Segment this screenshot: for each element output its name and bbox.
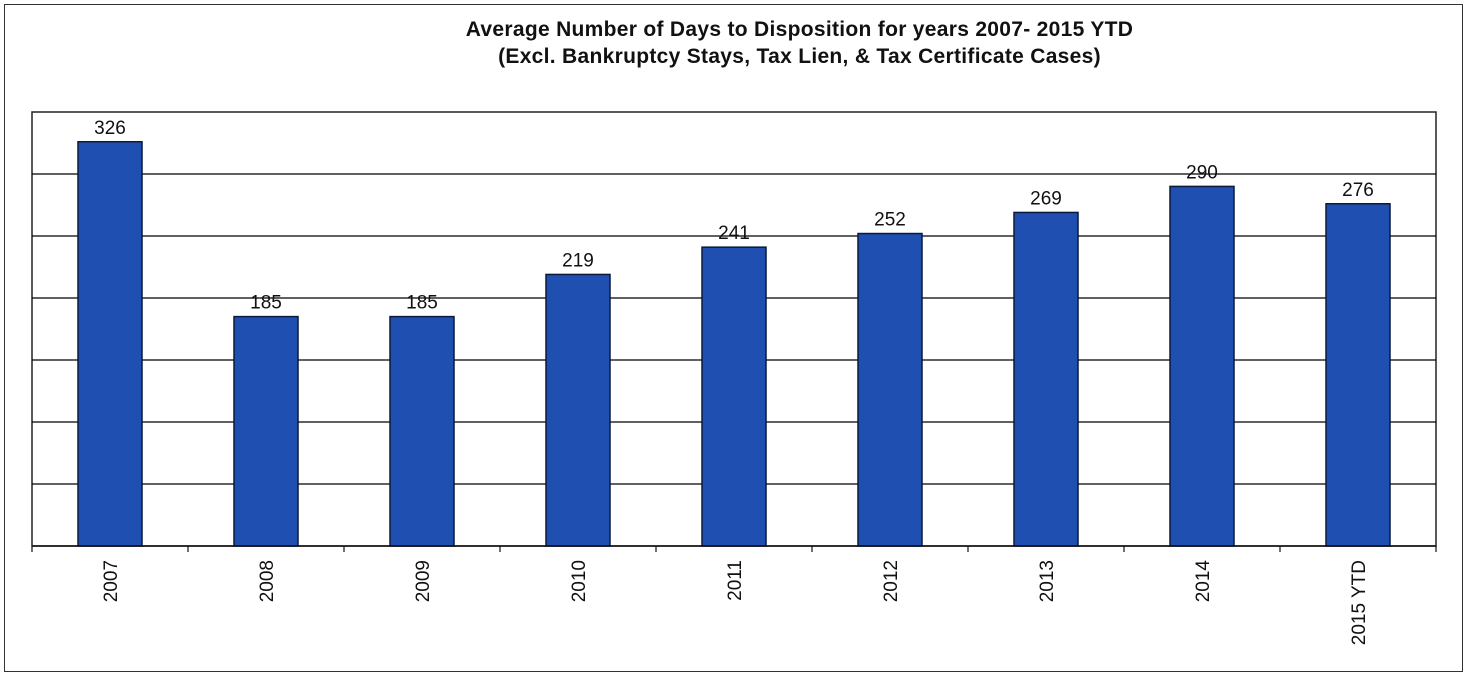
bar [389,315,455,547]
data-label: 219 [562,250,594,271]
chart-frame [4,4,1463,672]
bar [701,246,767,547]
bar [1013,211,1079,547]
chart-subtitle: (Excl. Bankruptcy Stays, Tax Lien, & Tax… [498,45,1101,68]
x-tick-label: 2013 [1037,560,1058,602]
bar [857,232,923,547]
data-label: 241 [718,223,750,244]
bar [77,141,143,547]
data-label: 185 [406,293,438,314]
x-tick-label: 2012 [881,560,902,602]
x-tick-label: 2014 [1193,560,1214,603]
bar [233,315,299,547]
data-label: 269 [1030,188,1062,209]
data-label: 252 [874,210,906,231]
x-tick-label: 2015 YTD [1349,560,1370,645]
x-tick-label: 2011 [725,560,746,601]
data-label: 290 [1186,162,1218,183]
bar [545,273,611,547]
chart-title-block: Average Number of Days to Disposition fo… [0,16,1469,70]
bar [1169,185,1235,547]
x-tick-label: 2009 [413,560,434,602]
chart-title: Average Number of Days to Disposition fo… [465,18,1134,41]
bar [1325,203,1391,547]
data-label: 326 [94,118,126,139]
x-tick-label: 2008 [257,560,278,602]
x-tick-label: 2007 [101,560,122,602]
data-label: 276 [1342,180,1374,201]
data-label: 185 [250,293,282,314]
x-tick-label: 2010 [569,560,590,602]
